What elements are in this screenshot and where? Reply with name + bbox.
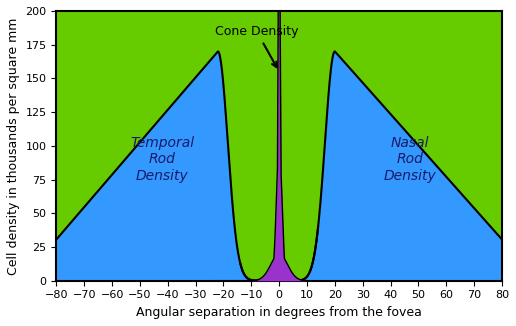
Text: Temporal
Rod
Density: Temporal Rod Density: [130, 136, 194, 183]
Text: Cone Density: Cone Density: [215, 25, 299, 67]
X-axis label: Angular separation in degrees from the fovea: Angular separation in degrees from the f…: [136, 306, 422, 319]
Text: Nasal
Rod
Density: Nasal Rod Density: [384, 136, 437, 183]
Y-axis label: Cell density in thousands per square mm: Cell density in thousands per square mm: [7, 17, 20, 274]
